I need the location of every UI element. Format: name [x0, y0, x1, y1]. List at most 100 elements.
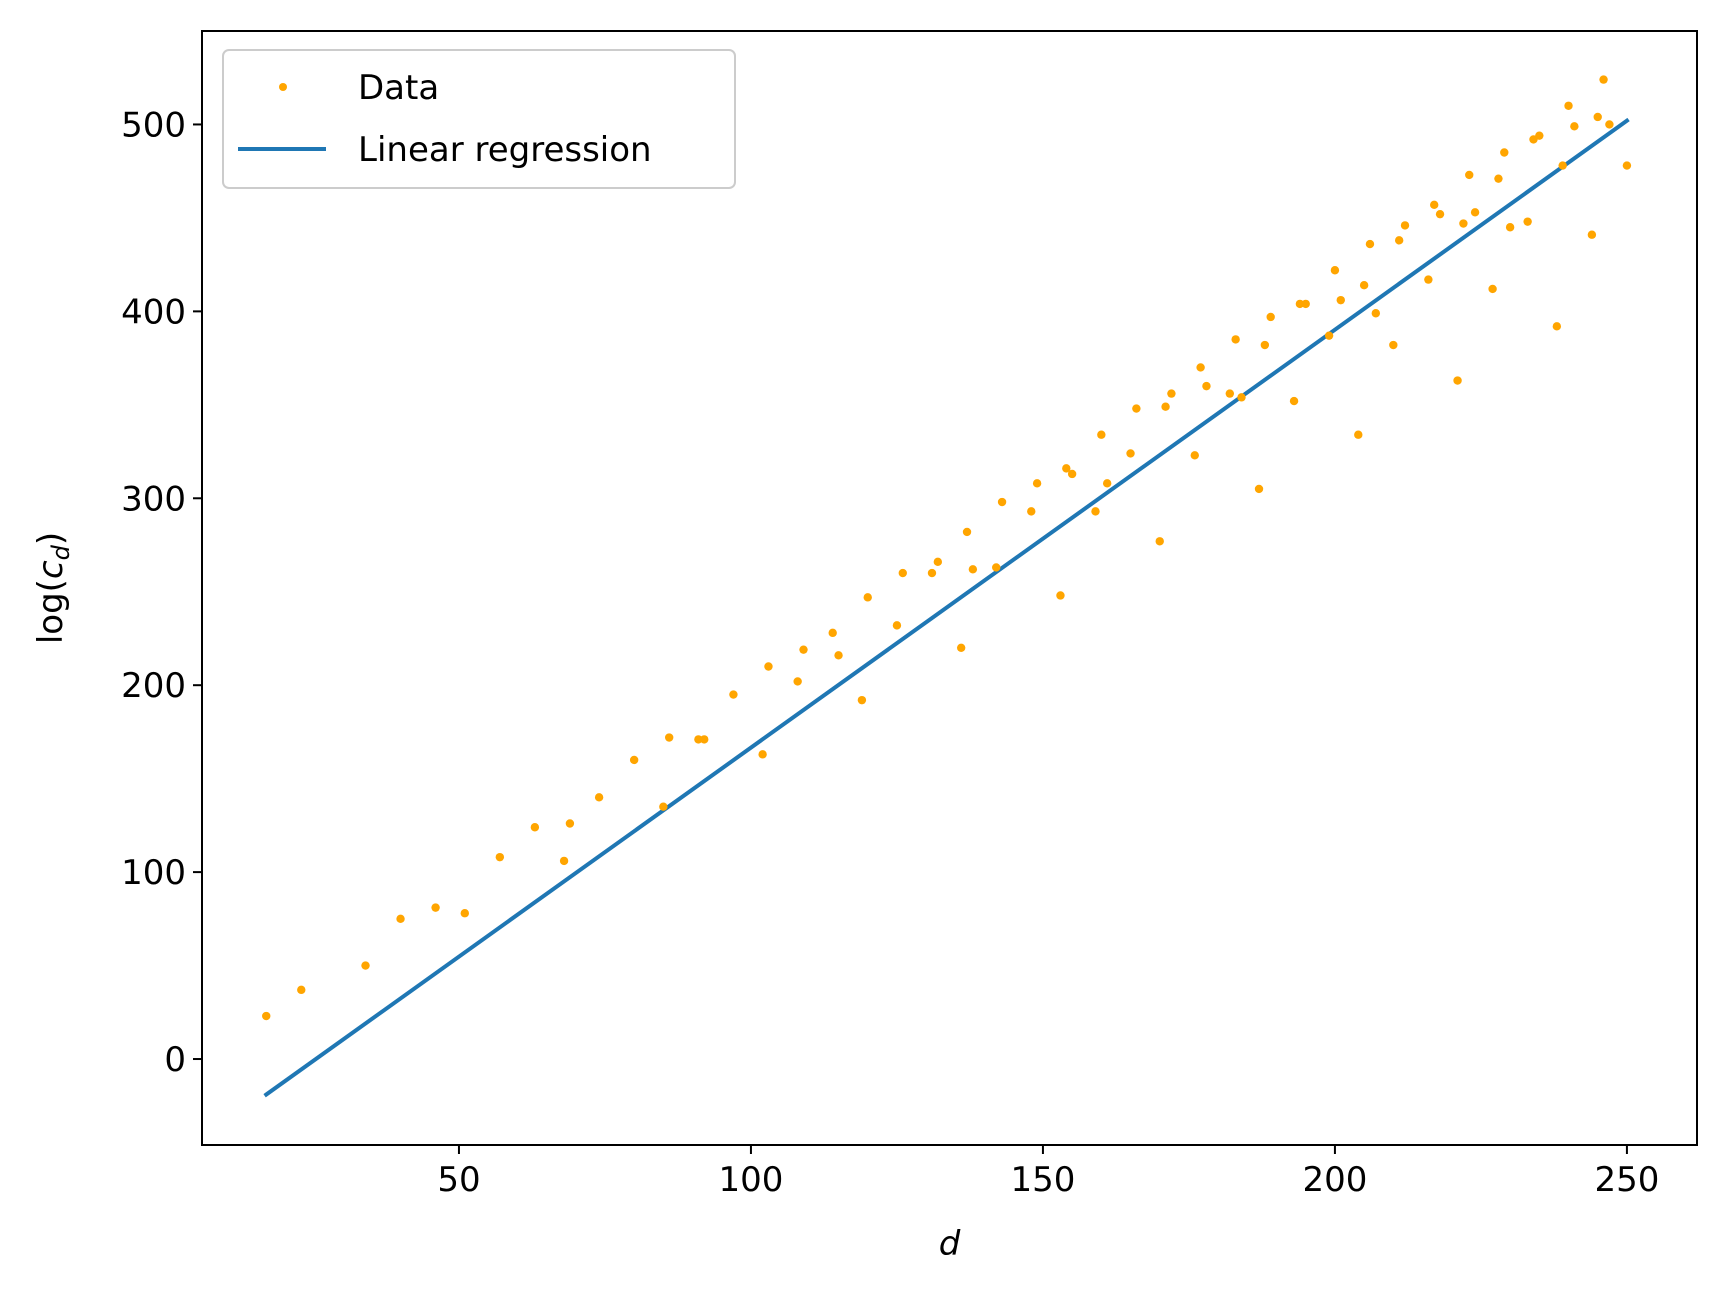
y-axis-label: log(cd) [31, 532, 75, 644]
y-axis-label-subscript: d [47, 544, 75, 560]
data-point [629, 755, 639, 765]
data-point [1167, 389, 1176, 398]
data-point [1289, 396, 1299, 406]
data-point [857, 695, 867, 705]
data-point [1266, 312, 1275, 322]
y-tick-label: 100 [121, 853, 186, 893]
data-point [1587, 230, 1597, 239]
data-point [1301, 299, 1310, 309]
y-axis-label-close: ) [31, 532, 71, 545]
data-point [1336, 295, 1345, 305]
data-point [1494, 174, 1503, 183]
data-point [1254, 484, 1264, 494]
data-point [559, 856, 569, 866]
data-point [1091, 507, 1100, 516]
data-point [1394, 236, 1404, 245]
data-point [1552, 322, 1562, 331]
data-point [834, 651, 843, 660]
data-point [431, 903, 440, 912]
y-tick-label: 0 [164, 1040, 186, 1080]
data-point [764, 662, 773, 671]
data-point [1622, 161, 1632, 170]
data-point [1126, 449, 1135, 458]
data-point [1564, 101, 1573, 110]
data-point [758, 750, 767, 759]
x-axis-ticks: 50 100 150 200 250 [437, 1145, 1659, 1200]
data-point [1505, 223, 1515, 232]
data-point [1430, 200, 1439, 210]
data-point [396, 914, 405, 924]
data-point [1102, 479, 1112, 488]
data-point [1570, 122, 1579, 131]
y-tick-label: 400 [121, 292, 186, 332]
legend: Data Linear regression [222, 49, 736, 189]
data-point [495, 852, 505, 862]
data-point [1435, 209, 1445, 219]
legend-data-label: Data [358, 68, 439, 108]
data-point [1459, 219, 1468, 228]
data-point [1488, 284, 1497, 294]
data-point [1400, 221, 1410, 230]
data-point [1605, 120, 1614, 129]
data-point [1237, 393, 1246, 402]
data-point [1599, 75, 1608, 84]
data-point [694, 735, 703, 744]
x-axis-label: d [939, 1224, 961, 1264]
regression-layer [263, 117, 1630, 1098]
data-point [1062, 464, 1071, 473]
data-point [1032, 479, 1042, 488]
plot-frame [201, 30, 1698, 1146]
data-point [1155, 537, 1164, 546]
data-point [1056, 591, 1065, 600]
data-point [1371, 309, 1381, 318]
x-tick-label: 200 [1302, 1160, 1367, 1200]
data-point [530, 823, 540, 832]
data-point [962, 527, 972, 537]
data-point [933, 557, 943, 567]
regression-line [263, 117, 1630, 1098]
data-point [1202, 381, 1211, 391]
data-point [898, 568, 907, 578]
x-tick-label: 250 [1594, 1160, 1659, 1200]
data-point [262, 1011, 271, 1021]
data-point [968, 565, 978, 574]
data-point [1470, 208, 1480, 217]
y-tick-label: 500 [121, 105, 186, 145]
data-point [1465, 170, 1474, 180]
data-point [1132, 404, 1141, 413]
data-point [1389, 340, 1398, 350]
data-point [1354, 430, 1363, 439]
legend-box [222, 49, 736, 189]
y-tick-label: 300 [121, 479, 186, 519]
data-point [1424, 275, 1433, 284]
data-point [1593, 112, 1602, 122]
data-point [956, 643, 966, 653]
data-point [1067, 469, 1077, 479]
data-point [729, 690, 738, 699]
data-point [992, 563, 1001, 572]
data-point [1453, 376, 1462, 385]
data-point [1231, 335, 1240, 344]
data-point [1359, 281, 1369, 290]
data-point [1500, 148, 1509, 157]
data-point [1260, 340, 1270, 350]
data-point [1027, 507, 1036, 516]
data-point [1295, 299, 1305, 309]
data-point [1330, 266, 1340, 275]
data-point [799, 645, 808, 654]
data-point [793, 677, 802, 686]
data-point [1097, 430, 1106, 439]
data-point [892, 621, 902, 630]
data-point [700, 735, 709, 744]
data-point [927, 568, 937, 578]
data-point [1535, 131, 1544, 140]
x-tick-label: 100 [718, 1160, 783, 1200]
data-point [1523, 217, 1532, 226]
data-point [1324, 331, 1334, 340]
data-point [1558, 161, 1567, 170]
data-point [361, 961, 370, 970]
data-point [828, 628, 837, 638]
y-axis-ticks: 0 100 200 300 400 500 [121, 105, 202, 1080]
